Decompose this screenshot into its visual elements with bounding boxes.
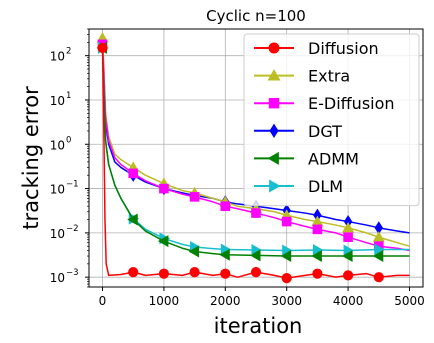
y-axis-label: tracking error bbox=[19, 86, 43, 230]
y-tick-label: 10 bbox=[50, 50, 65, 64]
legend-swatch-marker bbox=[269, 123, 279, 138]
y-tick-label: 10 bbox=[50, 138, 65, 152]
data-point-marker bbox=[158, 268, 170, 279]
data-point-marker bbox=[373, 272, 384, 283]
legend-entry: DLM bbox=[254, 177, 343, 196]
data-point-marker bbox=[127, 213, 138, 226]
data-point-marker bbox=[343, 214, 353, 229]
data-point-marker bbox=[189, 267, 200, 278]
legend-swatch-marker bbox=[268, 98, 280, 109]
data-point-marker bbox=[128, 267, 139, 278]
y-tick-label: 10 bbox=[50, 94, 65, 108]
legend-label: DLM bbox=[308, 177, 343, 196]
data-point-marker bbox=[280, 250, 292, 263]
legend-label: Extra bbox=[308, 67, 350, 86]
y-tick-exponent: 1 bbox=[66, 91, 71, 101]
data-point-marker bbox=[374, 221, 383, 235]
x-tick-label: 3000 bbox=[271, 294, 302, 308]
data-point-marker bbox=[159, 183, 169, 194]
x-tick-label: 4000 bbox=[333, 294, 364, 308]
series-diffusion bbox=[97, 42, 410, 284]
legend-label: ADMM bbox=[308, 149, 359, 168]
legend-label: E-Diffusion bbox=[308, 94, 395, 113]
data-point-marker bbox=[157, 235, 169, 248]
legend-entry: E-Diffusion bbox=[254, 94, 395, 113]
legend: Diffusion Extra E-Diffusion DGT ADMM DLM bbox=[243, 33, 420, 207]
legend-label: DGT bbox=[308, 122, 342, 141]
data-point-marker bbox=[97, 42, 108, 53]
y-tick-label: 10 bbox=[50, 183, 65, 197]
data-point-marker bbox=[219, 248, 230, 261]
legend-swatch-marker bbox=[269, 179, 281, 193]
y-tick-exponent: −1 bbox=[66, 180, 79, 190]
plot-frame bbox=[88, 28, 424, 288]
data-point-marker bbox=[220, 201, 231, 212]
legend-entry: Extra bbox=[254, 67, 350, 86]
data-point-marker bbox=[313, 208, 322, 222]
series-layer bbox=[96, 32, 410, 284]
data-point-marker bbox=[342, 250, 353, 263]
data-point-marker bbox=[372, 250, 384, 263]
legend-frame bbox=[243, 33, 420, 207]
data-point-marker bbox=[251, 208, 261, 218]
legend-swatch-marker bbox=[267, 151, 279, 165]
data-point-marker bbox=[250, 249, 261, 262]
x-tick-label: 5000 bbox=[394, 294, 425, 308]
data-point-marker bbox=[281, 216, 292, 227]
data-point-marker bbox=[128, 168, 139, 179]
x-tick-label: 2000 bbox=[210, 294, 241, 308]
legend-entry: Diffusion bbox=[254, 39, 379, 58]
x-tick-label: 0 bbox=[99, 294, 107, 308]
y-tick-exponent: 2 bbox=[66, 47, 71, 57]
legend-entry: ADMM bbox=[254, 149, 359, 168]
data-point-marker bbox=[281, 273, 292, 284]
data-point-marker bbox=[311, 250, 322, 263]
y-tick-label: 10 bbox=[50, 271, 65, 285]
data-point-marker bbox=[312, 268, 323, 279]
y-tick-label: 10 bbox=[50, 227, 65, 241]
x-axis-label: iteration bbox=[214, 314, 303, 338]
y-tick-exponent: 0 bbox=[66, 135, 71, 145]
data-point-marker bbox=[251, 244, 262, 257]
chart-title: Cyclic n=100 bbox=[206, 7, 306, 25]
x-tick-label: 1000 bbox=[149, 294, 180, 308]
legend-swatch-marker bbox=[267, 69, 281, 81]
data-point-marker bbox=[312, 244, 324, 257]
data-point-marker bbox=[250, 267, 262, 278]
y-tick-exponent: −3 bbox=[66, 268, 79, 278]
y-tick-exponent: −2 bbox=[66, 224, 79, 234]
legend-label: Diffusion bbox=[308, 39, 379, 58]
data-point-marker bbox=[188, 245, 200, 258]
legend-entry: DGT bbox=[254, 122, 342, 141]
data-point-marker bbox=[342, 270, 354, 281]
data-point-marker bbox=[282, 244, 293, 257]
data-point-marker bbox=[372, 231, 385, 242]
data-point-marker bbox=[220, 268, 231, 279]
data-point-marker bbox=[311, 215, 324, 227]
data-point-marker bbox=[312, 224, 323, 235]
data-point-marker bbox=[342, 221, 355, 233]
legend-swatch-marker bbox=[268, 42, 280, 54]
data-point-marker bbox=[189, 192, 200, 202]
data-point-marker bbox=[374, 243, 385, 256]
data-point-marker bbox=[343, 232, 353, 242]
data-point-marker bbox=[343, 244, 355, 257]
